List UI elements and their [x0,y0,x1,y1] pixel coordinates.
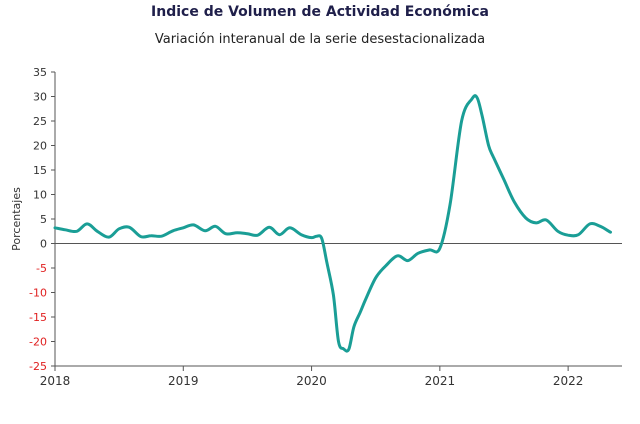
x-tick-label: 2019 [168,374,199,388]
y-tick-label: 0 [40,238,47,251]
y-tick-label: 10 [33,189,47,202]
series-line-0 [53,94,612,353]
y-axis-ticks: 35 30 25 20 15 10 5 0 -5 -10 -15 -20 -25 [29,66,55,373]
y-tick-label: 20 [33,140,47,153]
y-axis-label: Porcentajes [10,187,23,251]
y-tick-label: 15 [33,164,47,177]
chart-axes [54,72,622,367]
y-tick-label: -15 [29,311,47,324]
y-tick-label: -10 [29,287,47,300]
y-tick-label: 30 [33,91,47,104]
x-tick-label: 2018 [40,374,71,388]
x-tick-label: 2022 [553,374,584,388]
series-group [53,94,612,353]
chart-title: Indice de Volumen de Actividad Económica [151,4,489,20]
chart-subtitle: Variación interanual de la serie desesta… [154,32,486,47]
y-tick-label: -20 [29,336,47,349]
y-tick-label: 25 [33,115,47,128]
y-tick-label: 35 [33,66,47,79]
y-tick-label: -25 [29,360,47,373]
x-axis-ticks: 2018 2019 2020 2021 2022 [40,366,584,388]
x-tick-label: 2021 [425,374,456,388]
x-tick-label: 2020 [296,374,327,388]
y-tick-label: -5 [36,262,47,275]
y-tick-label: 5 [40,213,47,226]
